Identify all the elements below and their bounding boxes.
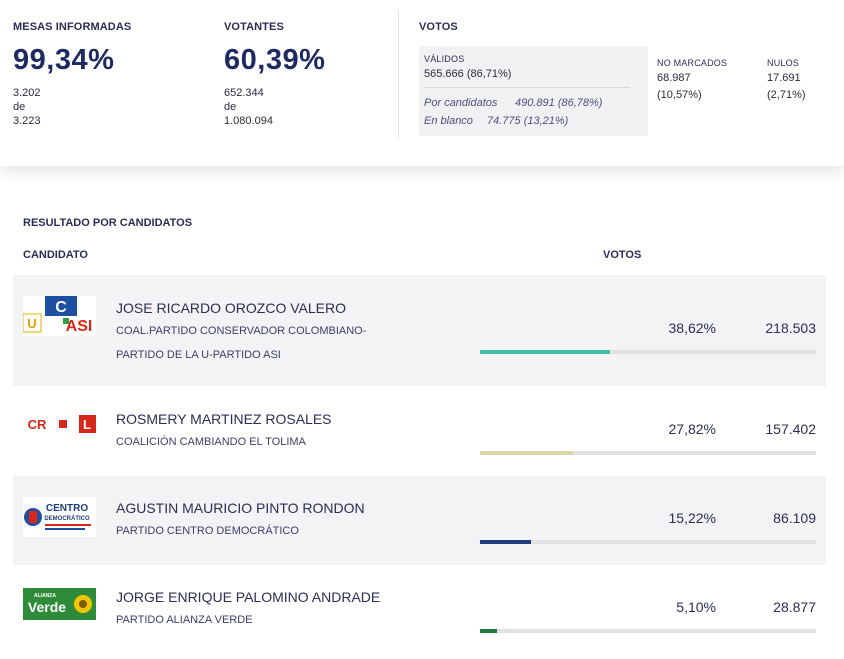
validos-value: 565.666 (86,71%) <box>424 68 512 80</box>
coalition-logo: C U ASI <box>22 296 96 336</box>
svg-text:DEMOCRÁTICO: DEMOCRÁTICO <box>44 515 90 522</box>
column-candidato: CANDIDATO <box>23 249 88 261</box>
candidate-party: PARTIDO ALIANZA VERDE <box>116 614 253 626</box>
candidate-name: JOSE RICARDO OROZCO VALERO <box>116 300 346 316</box>
nulos-pct: (2,71%) <box>767 89 806 101</box>
centro-democratico-logo: CENTRO DEMOCRÁTICO <box>23 497 96 537</box>
no-marcados-value: 68.987 <box>657 72 691 84</box>
votantes-counts: 652.344 de 1.080.094 <box>224 86 273 128</box>
votantes-count: 652.344 <box>224 87 264 99</box>
vote-share-bar <box>480 540 816 544</box>
divider <box>398 10 399 138</box>
candidate-row[interactable]: ALIANZA Verde JORGE ENRIQUE PALOMINO AND… <box>13 565 826 659</box>
candidate-name: ROSMERY MARTINEZ ROSALES <box>116 411 332 427</box>
vote-share-fill <box>480 540 532 544</box>
candidate-row[interactable]: C U ASI JOSE RICARDO OROZCO VALERO COAL.… <box>13 275 826 386</box>
vote-share-fill <box>480 350 610 354</box>
nulos: NULOS 17.691 (2,71%) <box>767 57 806 104</box>
candidate-percentage: 5,10% <box>676 599 716 615</box>
vote-share-bar <box>480 451 816 455</box>
results-title: RESULTADO POR CANDIDATOS <box>23 217 193 229</box>
vote-share-fill <box>480 629 498 633</box>
candidate-votes: 86.109 <box>773 510 816 526</box>
svg-text:CR: CR <box>28 417 47 432</box>
votantes-total: 1.080.094 <box>224 115 273 127</box>
vote-share-fill <box>480 451 574 455</box>
candidate-votes: 157.402 <box>765 421 816 437</box>
no-marcados: NO MARCADOS 68.987 (10,57%) <box>657 57 727 104</box>
candidate-name: AGUSTIN MAURICIO PINTO RONDON <box>116 500 365 516</box>
mesas-percentage: 99,34% <box>13 44 115 76</box>
mesas-counts: 3.202 de 3.223 <box>13 86 41 128</box>
no-marcados-label: NO MARCADOS <box>657 58 728 68</box>
validos-box: VÁLIDOS 565.666 (86,71%) Por candidatos … <box>419 46 648 136</box>
svg-text:ALIANZA: ALIANZA <box>34 593 56 599</box>
vote-share-bar <box>480 629 816 633</box>
candidate-row[interactable]: CR L ROSMERY MARTINEZ ROSALES COALICIÓN … <box>13 386 826 476</box>
nulos-label: NULOS <box>767 58 800 68</box>
alianza-verde-logo: ALIANZA Verde <box>23 588 96 620</box>
blanco-value: 74.775 (13,21%) <box>487 115 569 127</box>
validos-label: VÁLIDOS <box>424 54 465 64</box>
mesas-de: de <box>13 101 26 113</box>
candidatos-value: 490.891 (86,78%) <box>515 97 603 109</box>
candidate-percentage: 38,62% <box>668 320 716 336</box>
candidate-votes: 218.503 <box>765 320 816 336</box>
candidate-party: COAL.PARTIDO CONSERVADOR COLOMBIANO-PART… <box>116 325 367 361</box>
svg-text:CENTRO: CENTRO <box>46 503 88 514</box>
svg-text:C: C <box>55 299 67 316</box>
mesas-count: 3.202 <box>13 87 41 99</box>
no-marcados-pct: (10,57%) <box>657 89 702 101</box>
candidate-votes: 28.877 <box>773 599 816 615</box>
votos-title: VOTOS <box>419 21 458 33</box>
candidate-party: COALICIÓN CAMBIANDO EL TOLIMA <box>116 436 306 448</box>
candidate-party: PARTIDO CENTRO DEMOCRÁTICO <box>116 525 299 537</box>
mesas-total: 3.223 <box>13 115 41 127</box>
cambio-radical-logo: CR L <box>23 407 96 447</box>
candidate-percentage: 27,82% <box>668 421 716 437</box>
nulos-value: 17.691 <box>767 72 801 84</box>
column-votos: VOTOS <box>603 249 642 261</box>
candidate-name: JORGE ENRIQUE PALOMINO ANDRADE <box>116 589 381 605</box>
summary-panel: MESAS INFORMADAS 99,34% 3.202 de 3.223 V… <box>0 0 844 166</box>
votantes-percentage: 60,39% <box>224 44 326 76</box>
validos-divider <box>424 87 630 88</box>
votantes-de: de <box>224 101 237 113</box>
svg-text:ASI: ASI <box>66 318 93 335</box>
svg-text:U: U <box>27 316 36 331</box>
svg-text:Verde: Verde <box>28 599 66 615</box>
blanco-label: En blanco <box>424 115 473 127</box>
svg-text:L: L <box>83 417 91 432</box>
mesas-title: MESAS INFORMADAS <box>13 21 132 33</box>
votantes-title: VOTANTES <box>224 21 284 33</box>
candidate-row[interactable]: CENTRO DEMOCRÁTICO AGUSTIN MAURICIO PINT… <box>13 476 826 565</box>
candidatos-label: Por candidatos <box>424 97 498 109</box>
candidate-percentage: 15,22% <box>668 510 716 526</box>
vote-share-bar <box>480 350 816 354</box>
